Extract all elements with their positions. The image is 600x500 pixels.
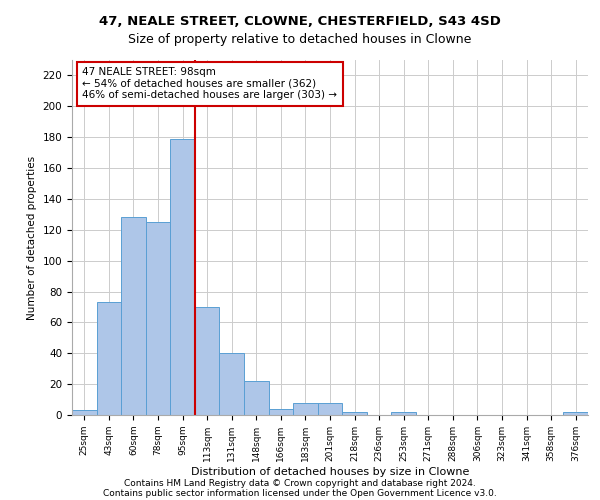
Bar	[318, 402, 342, 415]
Bar	[195, 307, 220, 415]
Text: Contains HM Land Registry data © Crown copyright and database right 2024.: Contains HM Land Registry data © Crown c…	[124, 478, 476, 488]
X-axis label: Distribution of detached houses by size in Clowne: Distribution of detached houses by size …	[191, 466, 469, 476]
Bar	[342, 412, 367, 415]
Y-axis label: Number of detached properties: Number of detached properties	[27, 156, 37, 320]
Bar	[146, 222, 170, 415]
Bar	[121, 218, 146, 415]
Text: Contains public sector information licensed under the Open Government Licence v3: Contains public sector information licen…	[103, 488, 497, 498]
Bar	[244, 381, 269, 415]
Bar	[72, 410, 97, 415]
Text: Size of property relative to detached houses in Clowne: Size of property relative to detached ho…	[128, 32, 472, 46]
Text: 47, NEALE STREET, CLOWNE, CHESTERFIELD, S43 4SD: 47, NEALE STREET, CLOWNE, CHESTERFIELD, …	[99, 15, 501, 28]
Bar	[563, 412, 588, 415]
Bar	[391, 412, 416, 415]
Bar	[293, 402, 318, 415]
Bar	[97, 302, 121, 415]
Bar	[269, 409, 293, 415]
Bar	[170, 138, 195, 415]
Bar	[220, 354, 244, 415]
Text: 47 NEALE STREET: 98sqm
← 54% of detached houses are smaller (362)
46% of semi-de: 47 NEALE STREET: 98sqm ← 54% of detached…	[82, 67, 337, 100]
